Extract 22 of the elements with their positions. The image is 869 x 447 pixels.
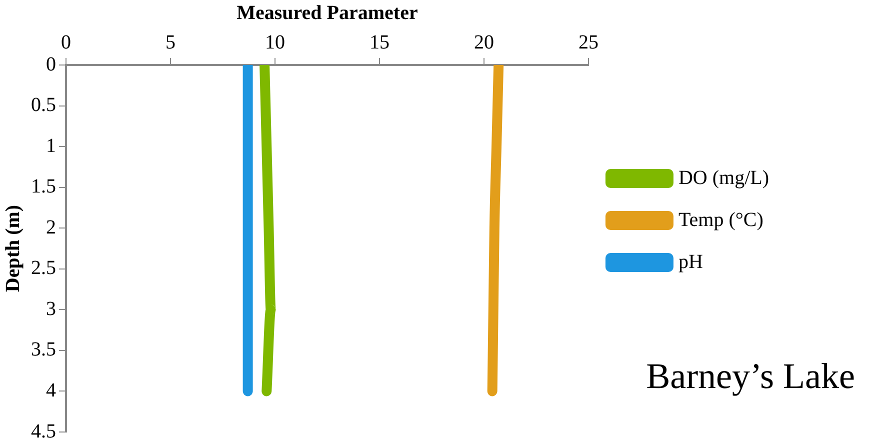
x-tick-label: 5 bbox=[165, 31, 176, 54]
x-tick-label: 20 bbox=[474, 31, 494, 54]
y-tick-label: 4 bbox=[46, 379, 56, 402]
y-tick-label: 2 bbox=[46, 216, 56, 238]
y-axis-title: Depth (m) bbox=[2, 204, 24, 292]
legend-label: DO (mg/L) bbox=[678, 166, 770, 189]
x-tick-label: 10 bbox=[264, 31, 285, 54]
legend-label: Temp (°C) bbox=[678, 208, 764, 231]
y-tick-label: 0 bbox=[46, 53, 56, 76]
y-tick-label: 3.5 bbox=[31, 338, 56, 361]
x-tick-label: 25 bbox=[578, 31, 598, 54]
y-tick-label: 2.5 bbox=[31, 257, 56, 280]
legend-label: pH bbox=[678, 250, 703, 273]
y-tick-label: 3 bbox=[46, 298, 56, 320]
y-tick-label: 0.5 bbox=[31, 94, 56, 116]
y-tick-label: 1 bbox=[46, 134, 56, 157]
x-axis-title: Measured Parameter bbox=[236, 2, 418, 24]
x-tick-label: 15 bbox=[369, 31, 390, 54]
y-tick-label: 1.5 bbox=[31, 176, 56, 198]
text: Barney’s Lake bbox=[646, 356, 855, 396]
x-tick-label: 0 bbox=[61, 31, 71, 54]
y-tick-label: 4.5 bbox=[31, 420, 56, 442]
